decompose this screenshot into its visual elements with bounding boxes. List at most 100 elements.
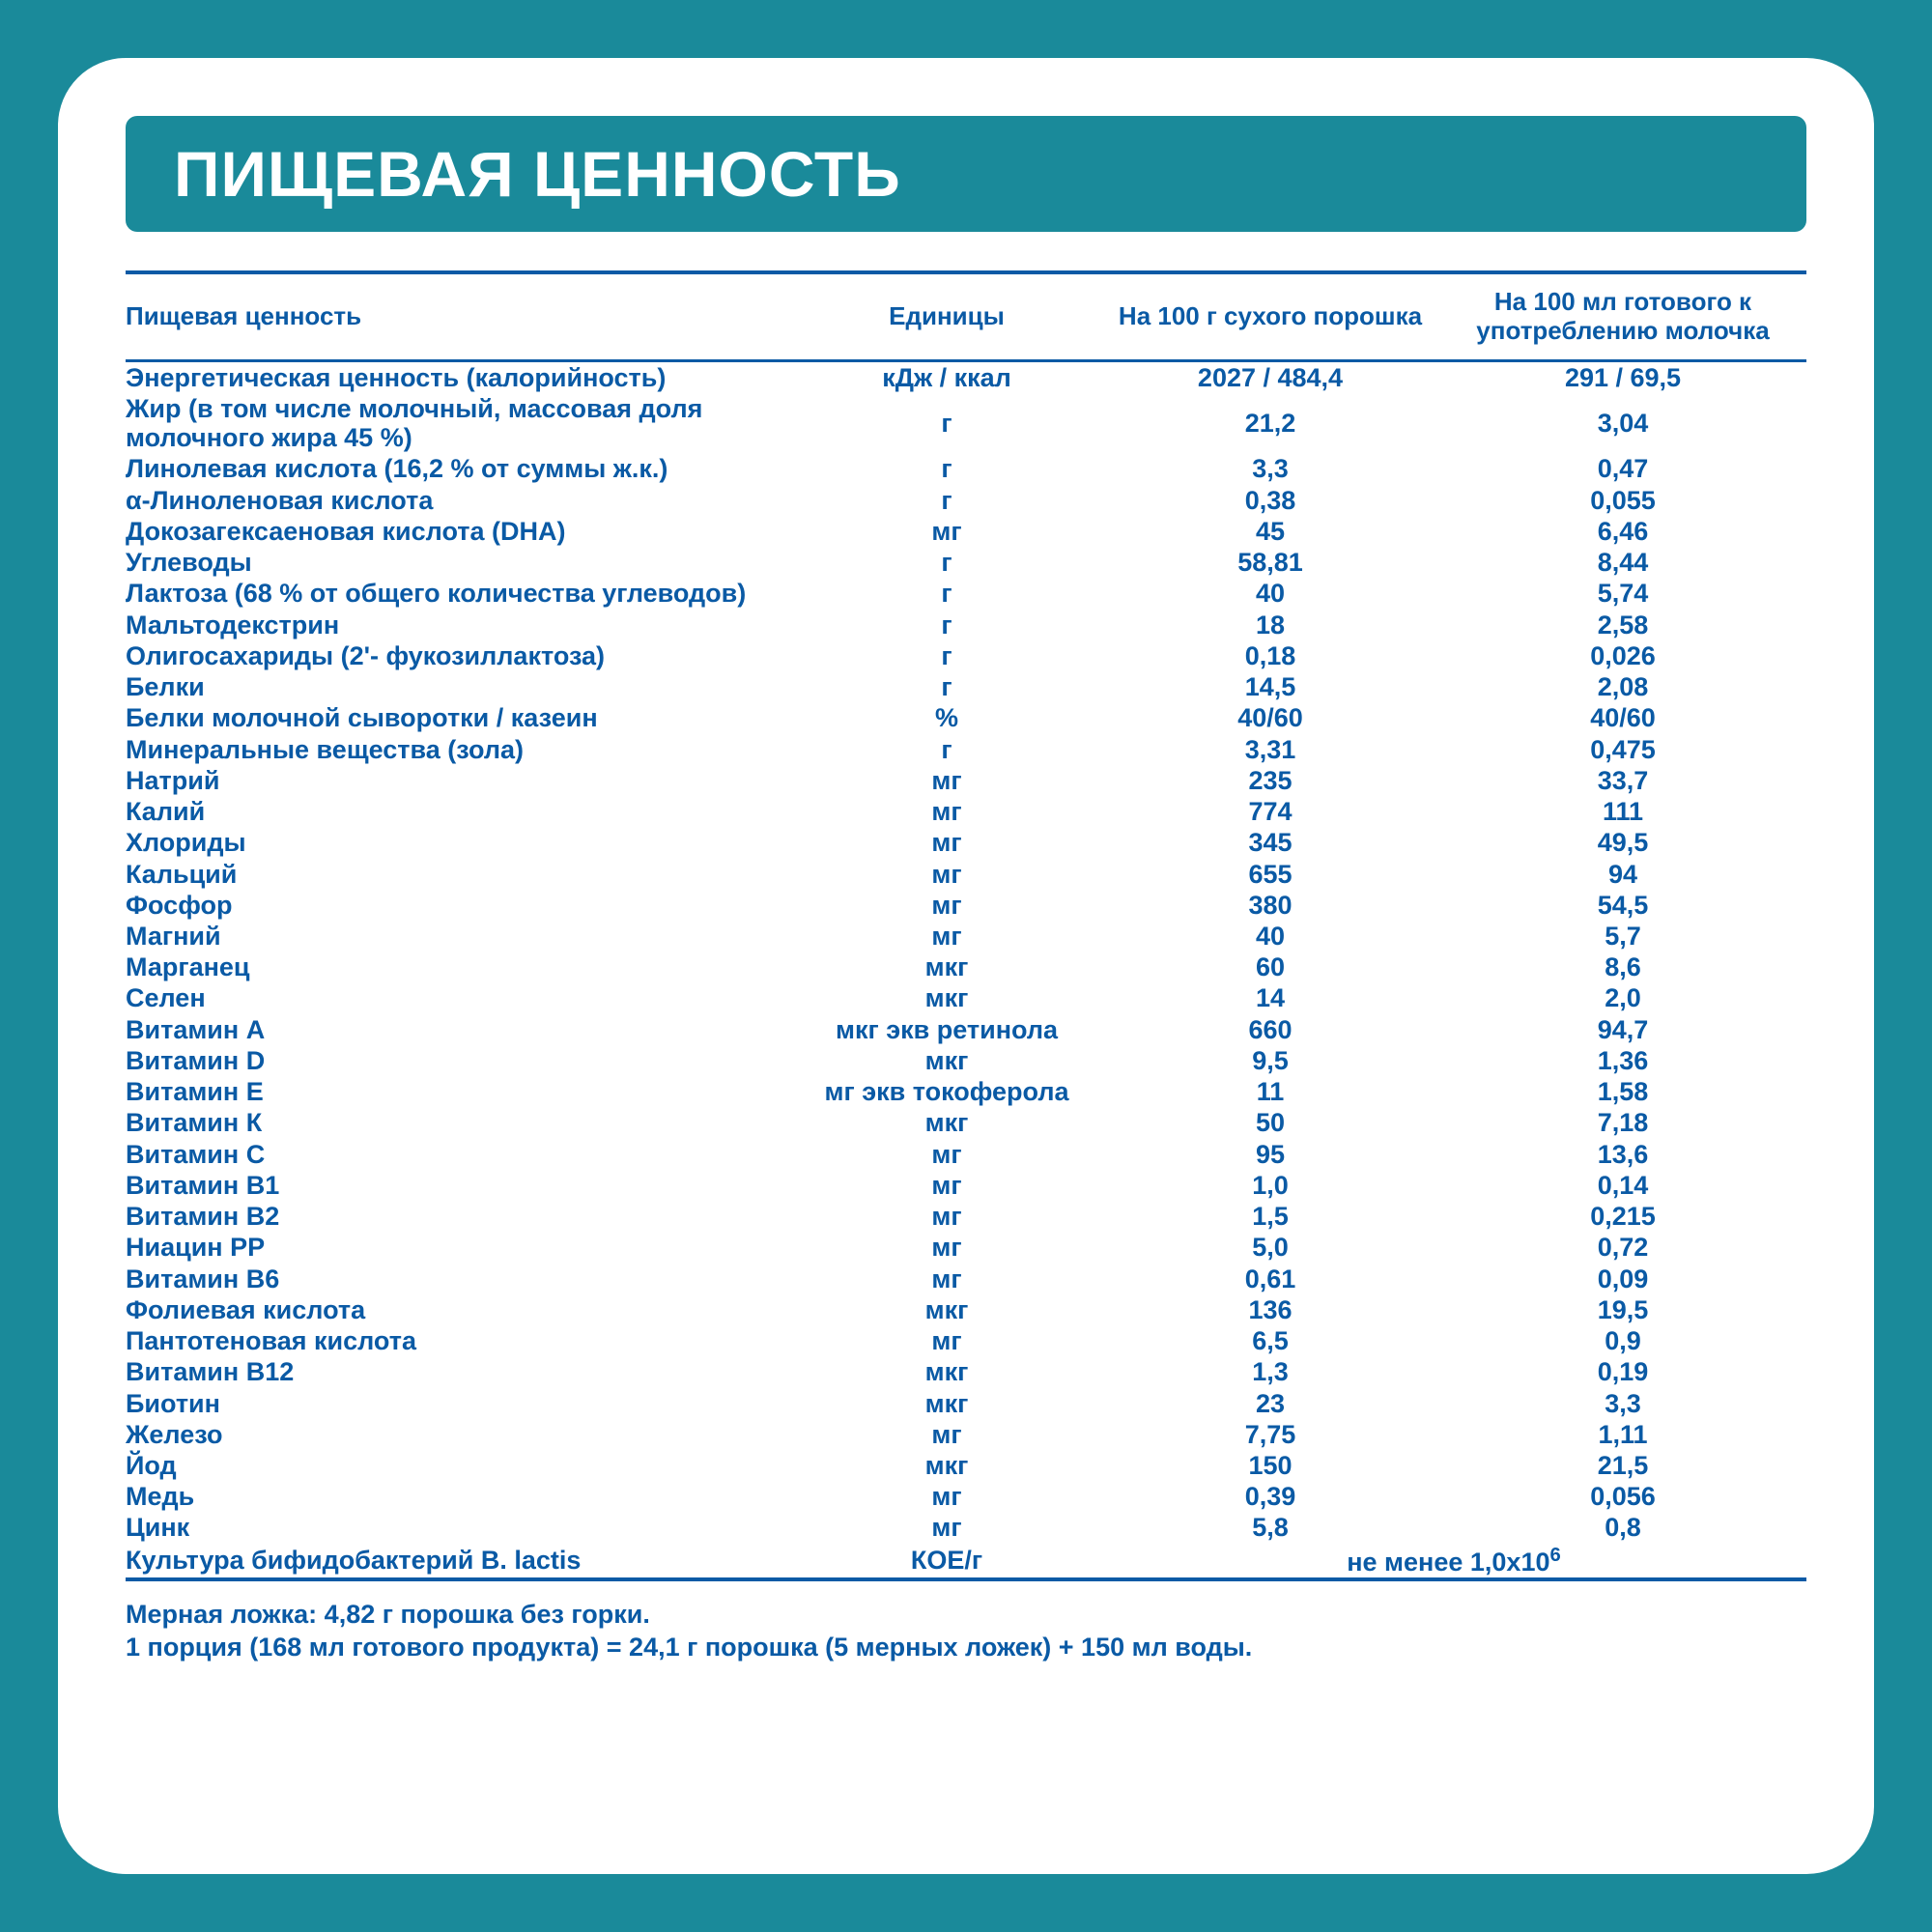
- cell-v2: 94: [1439, 859, 1806, 890]
- cell-v2: 0,47: [1439, 453, 1806, 484]
- cell-unit: мг экв токоферола: [792, 1076, 1101, 1107]
- cell-unit: г: [792, 547, 1101, 578]
- title-bar: ПИЩЕВАЯ ЦЕННОСТЬ: [126, 116, 1806, 232]
- cell-name: α-Линоленовая кислота: [126, 485, 792, 516]
- cell-unit: мкг: [792, 1107, 1101, 1138]
- cell-unit: г: [792, 640, 1101, 671]
- cell-v1: 0,38: [1101, 485, 1439, 516]
- cell-name: Марганец: [126, 952, 792, 982]
- cell-v1: 136: [1101, 1294, 1439, 1325]
- cell-v1: 2027 / 484,4: [1101, 362, 1439, 393]
- cell-v1: 18: [1101, 610, 1439, 640]
- cell-name: Витамин Е: [126, 1076, 792, 1107]
- cell-unit: мг: [792, 890, 1101, 921]
- cell-unit: мг: [792, 1419, 1101, 1450]
- col-header-v1: На 100 г сухого порошка: [1101, 289, 1439, 345]
- table-header-row: Пищевая ценность Единицы На 100 г сухого…: [126, 274, 1806, 359]
- cell-v2: 1,58: [1439, 1076, 1806, 1107]
- cell-v1: 0,18: [1101, 640, 1439, 671]
- cell-v2: 0,056: [1439, 1481, 1806, 1512]
- cell-name: Хлориды: [126, 827, 792, 858]
- cell-v2: 5,74: [1439, 578, 1806, 609]
- cell-unit: мг: [792, 1512, 1101, 1543]
- cell-name: Магний: [126, 921, 792, 952]
- nutrition-table: Пищевая ценность Единицы На 100 г сухого…: [126, 270, 1806, 1826]
- cell-name: Йод: [126, 1450, 792, 1481]
- cell-v1: 235: [1101, 765, 1439, 796]
- cell-v2: 6,46: [1439, 516, 1806, 547]
- cell-name: Минеральные вещества (зола): [126, 734, 792, 765]
- cell-unit: мкг: [792, 1388, 1101, 1419]
- cell-name: Витамин А: [126, 1014, 792, 1045]
- cell-unit: мг: [792, 921, 1101, 952]
- wide-row: Культура бифидобактерий B. lactis КОЕ/г …: [126, 1544, 1806, 1577]
- cell-unit: мг: [792, 1481, 1101, 1512]
- cell-unit: мг: [792, 516, 1101, 547]
- col-header-v2: На 100 мл готового к употреблению молочк…: [1439, 274, 1806, 359]
- cell-v2: 291 / 69,5: [1439, 362, 1806, 393]
- cell-unit: г: [792, 485, 1101, 516]
- cell-unit: мкг: [792, 1045, 1101, 1076]
- cell-name: Фосфор: [126, 890, 792, 921]
- cell-unit: мкг: [792, 982, 1101, 1013]
- cell-name: Докозагексаеновая кислота (DHA): [126, 516, 792, 547]
- cell-name: Пантотеновая кислота: [126, 1325, 792, 1356]
- cell-unit: мкг: [792, 1356, 1101, 1387]
- cell-name: Витамин В1: [126, 1170, 792, 1201]
- cell-unit: г: [792, 610, 1101, 640]
- cell-v2: 0,09: [1439, 1264, 1806, 1294]
- cell-unit: мкг: [792, 952, 1101, 982]
- cell-v2: 0,215: [1439, 1201, 1806, 1232]
- cell-unit: мг: [792, 1201, 1101, 1232]
- cell-v1: 655: [1101, 859, 1439, 890]
- cell-name: Олигосахариды (2'- фукозиллактоза): [126, 640, 792, 671]
- footnotes: Мерная ложка: 4,82 г порошка без горки. …: [126, 1599, 1806, 1664]
- cell-v2: 8,44: [1439, 547, 1806, 578]
- cell-v2: 3,04: [1439, 408, 1806, 439]
- card: ПИЩЕВАЯ ЦЕННОСТЬ Пищевая ценность Единиц…: [58, 58, 1874, 1874]
- cell-unit: кДж / ккал: [792, 362, 1101, 393]
- cell-v2: 40/60: [1439, 702, 1806, 733]
- cell-name: Витамин В2: [126, 1201, 792, 1232]
- cell-v2: 0,9: [1439, 1325, 1806, 1356]
- cell-name: Линолевая кислота (16,2 % от суммы ж.к.): [126, 453, 792, 484]
- cell-name: Белки молочной сыворотки / казеин: [126, 702, 792, 733]
- cell-v1: 380: [1101, 890, 1439, 921]
- cell-v2: 0,14: [1439, 1170, 1806, 1201]
- cell-unit: мг: [792, 1264, 1101, 1294]
- cell-name: Углеводы: [126, 547, 792, 578]
- cell-v1: 21,2: [1101, 408, 1439, 439]
- cell-v1: 345: [1101, 827, 1439, 858]
- cell-v1: 660: [1101, 1014, 1439, 1045]
- cell-v1: 58,81: [1101, 547, 1439, 578]
- cell-v2: 0,72: [1439, 1232, 1806, 1263]
- cell-v1: 40: [1101, 578, 1439, 609]
- cell-v1: 0,61: [1101, 1264, 1439, 1294]
- cell-unit: мкг экв ретинола: [792, 1014, 1101, 1045]
- wide-row-unit: КОЕ/г: [792, 1545, 1101, 1576]
- cell-unit: мг: [792, 1139, 1101, 1170]
- cell-v2: 7,18: [1439, 1107, 1806, 1138]
- cell-unit: мг: [792, 827, 1101, 858]
- cell-v1: 1,5: [1101, 1201, 1439, 1232]
- cell-name: Ниацин РР: [126, 1232, 792, 1263]
- col-header-name: Пищевая ценность: [126, 289, 792, 345]
- cell-name: Лактоза (68 % от общего количества углев…: [126, 578, 792, 609]
- cell-v1: 23: [1101, 1388, 1439, 1419]
- cell-v2: 0,8: [1439, 1512, 1806, 1543]
- cell-v1: 5,0: [1101, 1232, 1439, 1263]
- wide-row-name: Культура бифидобактерий B. lactis: [126, 1545, 792, 1576]
- cell-v2: 1,36: [1439, 1045, 1806, 1076]
- cell-v1: 60: [1101, 952, 1439, 982]
- cell-unit: мг: [792, 796, 1101, 827]
- cell-name: Медь: [126, 1481, 792, 1512]
- cell-name: Калий: [126, 796, 792, 827]
- cell-v2: 0,19: [1439, 1356, 1806, 1387]
- cell-v2: 0,055: [1439, 485, 1806, 516]
- cell-v2: 54,5: [1439, 890, 1806, 921]
- cell-v2: 1,11: [1439, 1419, 1806, 1450]
- cell-v1: 40/60: [1101, 702, 1439, 733]
- cell-v1: 11: [1101, 1076, 1439, 1107]
- cell-v2: 13,6: [1439, 1139, 1806, 1170]
- cell-v1: 1,3: [1101, 1356, 1439, 1387]
